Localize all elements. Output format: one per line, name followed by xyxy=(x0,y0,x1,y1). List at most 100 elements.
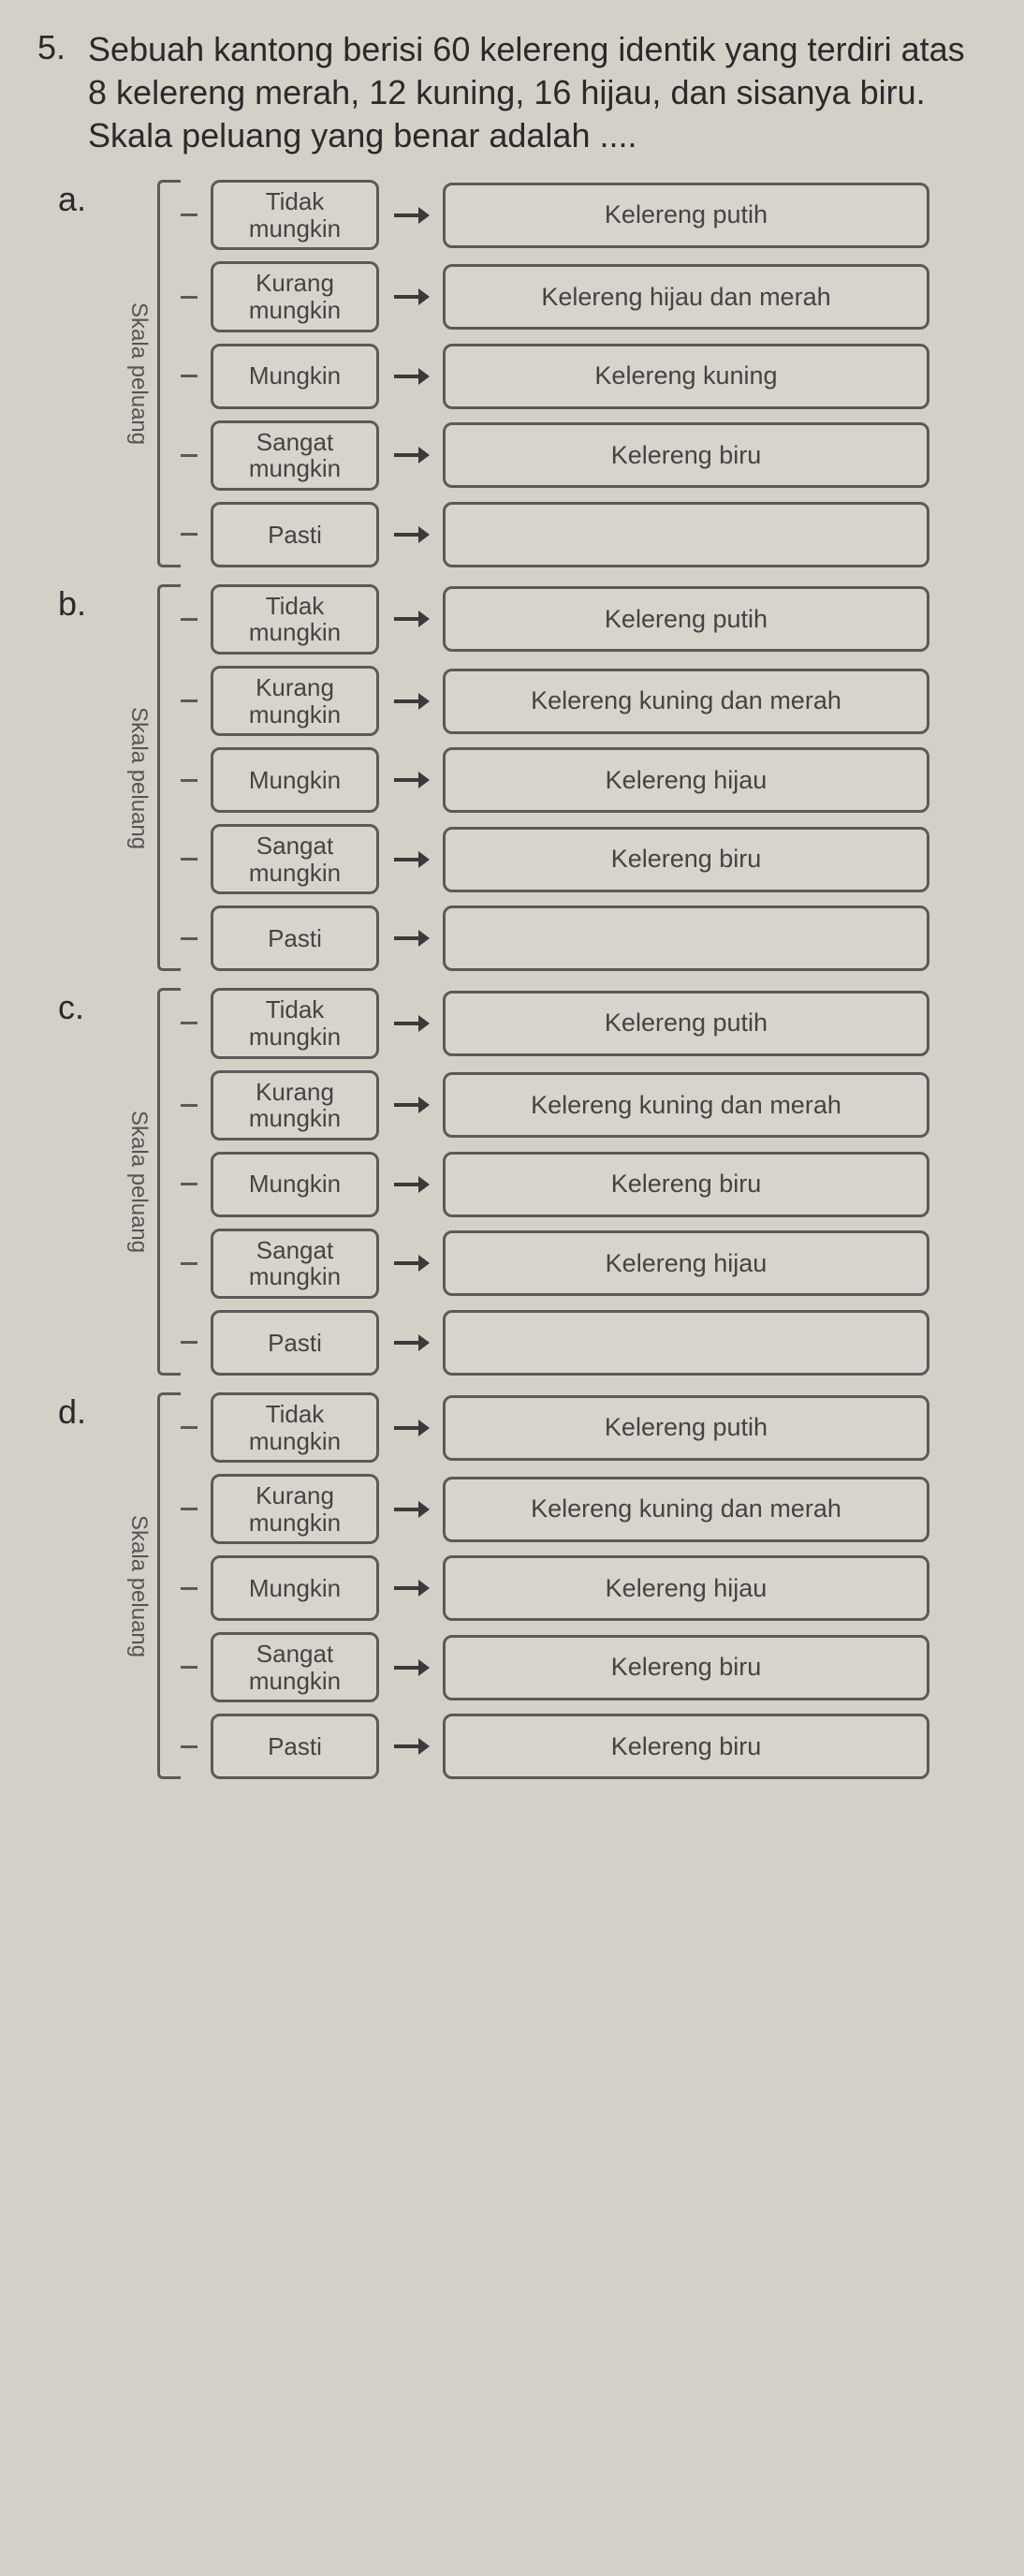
diagram-row: Pasti xyxy=(181,905,929,971)
diagram-row: Kurang mungkin Kelereng kuning dan merah xyxy=(181,666,929,736)
diagram-row: Sangat mungkin Kelereng biru xyxy=(181,824,929,894)
y-axis-label: Skala peluang xyxy=(125,1392,152,1780)
arrow-icon xyxy=(392,924,430,952)
option-letter: d. xyxy=(37,1392,125,1432)
result-box: Kelereng hijau dan merah xyxy=(443,264,929,330)
scale-box: Kurang mungkin xyxy=(211,1070,379,1141)
probability-diagram: Skala peluang Tidak mungkinKelereng putih… xyxy=(125,1392,929,1780)
scale-box: Pasti xyxy=(211,1714,379,1779)
option-letter: b. xyxy=(37,584,125,624)
probability-diagram: Skala peluang Tidak mungkin Kelereng putih… xyxy=(125,180,929,567)
bracket-line xyxy=(157,988,181,1376)
result-box: Kelereng putih xyxy=(443,991,929,1056)
scale-box: Sangat mungkin xyxy=(211,1229,379,1299)
arrow-icon xyxy=(392,1329,430,1357)
scale-box: Pasti xyxy=(211,502,379,567)
diagram-row: Pasti Kelereng biru xyxy=(181,1714,929,1779)
arrow-icon xyxy=(392,1495,430,1524)
diagram-row: Mungkin Kelereng hijau xyxy=(181,747,929,813)
options-container: a.Skala peluangTidak mungkinKelereng put… xyxy=(37,180,987,1779)
diagram-rows: Tidak mungkinKelereng putih Kurang mungki… xyxy=(181,1392,929,1780)
result-box: Kelereng biru xyxy=(443,422,929,488)
y-axis-label: Skala peluang xyxy=(125,180,152,567)
y-axis-label: Skala peluang xyxy=(125,584,152,972)
diagram-rows: Tidak mungkin Kelereng putih Kurang mungki… xyxy=(181,180,929,567)
question-text: Sebuah kantong berisi 60 kelereng identi… xyxy=(88,28,987,157)
arrow-icon xyxy=(392,1732,430,1760)
bracket-tick xyxy=(181,454,197,457)
scale-box: Mungkin xyxy=(211,344,379,409)
arrow-icon xyxy=(392,1091,430,1119)
arrow-icon xyxy=(392,441,430,469)
scale-box: Tidak mungkin xyxy=(211,180,379,250)
result-box: Kelereng hijau xyxy=(443,1555,929,1621)
result-box: Kelereng biru xyxy=(443,827,929,892)
scale-box: Mungkin xyxy=(211,1555,379,1621)
scale-box: Sangat mungkin xyxy=(211,824,379,894)
bracket-line xyxy=(157,584,181,972)
scale-box: Tidak mungkin xyxy=(211,988,379,1058)
result-box: Kelereng biru xyxy=(443,1714,929,1779)
option-block: d.Skala peluang Tidak mungkinKelereng put… xyxy=(37,1392,987,1780)
result-box: Kelereng kuning dan merah xyxy=(443,669,929,734)
arrow-icon xyxy=(392,1654,430,1682)
bracket-line xyxy=(157,180,181,567)
diagram-row: Pasti xyxy=(181,1310,929,1376)
bracket-line xyxy=(157,1392,181,1780)
arrow-icon xyxy=(392,846,430,874)
scale-box: Pasti xyxy=(211,1310,379,1376)
result-box: Kelereng hijau xyxy=(443,1230,929,1296)
result-box: Kelereng biru xyxy=(443,1635,929,1700)
arrow-icon xyxy=(392,362,430,390)
scale-box: Kurang mungkin xyxy=(211,1474,379,1544)
diagram-rows: Tidak mungkin Kelereng putih Kurang mungki… xyxy=(181,988,929,1376)
question-header: 5. Sebuah kantong berisi 60 kelereng ide… xyxy=(37,28,987,157)
diagram-row: Tidak mungkinKelereng putih xyxy=(181,1392,929,1463)
probability-diagram: Skala peluang Tidak mungkin Kelereng putih… xyxy=(125,988,929,1376)
arrow-icon xyxy=(392,1170,430,1199)
diagram-rows: Tidak mungkinKelereng putih Kurang mungki… xyxy=(181,584,929,972)
scale-box: Sangat mungkin xyxy=(211,420,379,491)
bracket-tick xyxy=(181,699,197,702)
scale-box: Sangat mungkin xyxy=(211,1632,379,1702)
y-axis-label: Skala peluang xyxy=(125,988,152,1376)
bracket-tick xyxy=(181,533,197,536)
bracket-tick xyxy=(181,779,197,782)
diagram-row: Kurang mungkin Kelereng kuning dan merah xyxy=(181,1070,929,1141)
scale-box: Pasti xyxy=(211,905,379,971)
result-box xyxy=(443,502,929,567)
bracket-tick xyxy=(181,375,197,377)
result-box: Kelereng putih xyxy=(443,586,929,652)
bracket-tick xyxy=(181,1587,197,1590)
arrow-icon xyxy=(392,1009,430,1038)
option-letter: a. xyxy=(37,180,125,219)
arrow-icon xyxy=(392,1414,430,1442)
scale-box: Kurang mungkin xyxy=(211,666,379,736)
diagram-row: Sangat mungkin Kelereng biru xyxy=(181,420,929,491)
diagram-row: Pasti xyxy=(181,502,929,567)
bracket-tick xyxy=(181,213,197,216)
bracket-tick xyxy=(181,937,197,940)
arrow-icon xyxy=(392,687,430,715)
result-box: Kelereng hijau xyxy=(443,747,929,813)
bracket-tick xyxy=(181,1262,197,1265)
diagram-row: Mungkin Kelereng hijau xyxy=(181,1555,929,1621)
diagram-row: Tidak mungkinKelereng putih xyxy=(181,584,929,655)
result-box: Kelereng kuning dan merah xyxy=(443,1072,929,1138)
result-box: Kelereng biru xyxy=(443,1152,929,1217)
arrow-icon xyxy=(392,1249,430,1277)
bracket-tick xyxy=(181,296,197,299)
page: 5. Sebuah kantong berisi 60 kelereng ide… xyxy=(0,0,1024,1833)
bracket-tick xyxy=(181,1022,197,1024)
diagram-row: Kurang mungkinKelereng hijau dan merah xyxy=(181,261,929,331)
result-box: Kelereng putih xyxy=(443,183,929,248)
scale-box: Tidak mungkin xyxy=(211,1392,379,1463)
diagram-row: Tidak mungkin Kelereng putih xyxy=(181,988,929,1058)
scale-box: Mungkin xyxy=(211,747,379,813)
probability-diagram: Skala peluang Tidak mungkinKelereng putih… xyxy=(125,584,929,972)
diagram-row: Sangat mungkin Kelereng hijau xyxy=(181,1229,929,1299)
result-box xyxy=(443,1310,929,1376)
bracket-tick xyxy=(181,1666,197,1669)
diagram-row: Kurang mungkinKelereng kuning dan merah xyxy=(181,1474,929,1544)
bracket-tick xyxy=(181,1341,197,1344)
